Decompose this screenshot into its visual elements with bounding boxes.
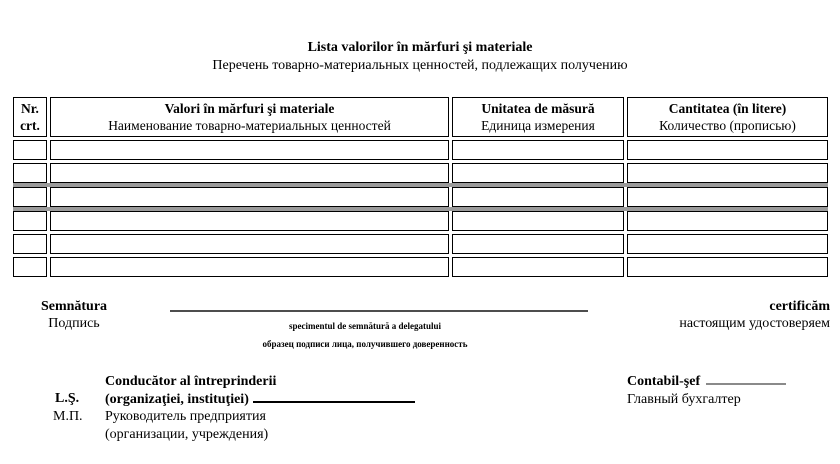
column-header-line-ru: Количество (прописью): [659, 118, 796, 133]
column-header-unit: Unitatea de măsură Единица измерения: [452, 97, 624, 137]
goods-table: Nr. crt. Valori în mărfuri şi materiale …: [13, 97, 828, 280]
column-header-line-ru: Наименование товарно-материальных ценнос…: [108, 118, 391, 133]
column-header-line-ro: Nr.: [21, 101, 39, 116]
table-cell-empty: [50, 163, 449, 183]
manager-title-ro-line2-row: (organizaţiei, instituţiei): [105, 391, 415, 409]
column-header-line-ro: Valori în mărfuri şi materiale: [164, 101, 335, 116]
manager-title-ro-line2: (organizaţiei, instituţiei): [105, 391, 249, 407]
table-cell-empty: [50, 140, 449, 160]
manager-title-ru-line1: Руководитель предприятия: [105, 409, 266, 424]
accountant-title-ru: Главный бухгалтер: [627, 391, 741, 407]
form-title-ro: Lista valorilor în mărfuri şi materiale: [307, 40, 533, 55]
manager-title-ro-line1: Conducător al întreprinderii: [105, 374, 277, 389]
table-cell-empty: [13, 187, 47, 207]
table-cell-empty: [13, 140, 47, 160]
table-cell-empty: [627, 257, 828, 277]
table-row: [13, 140, 828, 160]
table-cell-empty: [627, 211, 828, 231]
seal-label-ro: L.Ş.: [55, 391, 80, 406]
table-header-row: Nr. crt. Valori în mărfuri şi materiale …: [13, 97, 828, 137]
manager-signature-block: Conducător al întreprinderii (organizaţi…: [105, 373, 415, 443]
gray-separator: [13, 183, 828, 187]
column-header-goods: Valori în mărfuri şi materiale Наименова…: [50, 97, 449, 137]
gray-separator: [13, 207, 828, 211]
table-cell-empty: [50, 257, 449, 277]
signature-line: [170, 310, 588, 312]
column-header-quantity: Cantitatea (în litere) Количество (пропи…: [627, 97, 828, 137]
table-row: [13, 163, 828, 183]
table-cell-empty: [13, 211, 47, 231]
signature-label: Semnătura Подпись: [16, 298, 132, 332]
goods-table-body: [13, 140, 828, 277]
column-header-line-ro: Unitatea de măsură: [481, 101, 595, 116]
signature-label-ru: Подпись: [48, 316, 100, 331]
table-cell-empty: [13, 163, 47, 183]
certify-block: certificăm настоящим удостоверяем: [679, 298, 830, 332]
table-row: [13, 211, 828, 231]
table-cell-empty: [50, 211, 449, 231]
certify-ru: настоящим удостоверяем: [679, 316, 830, 331]
column-header-line-ru: Единица измерения: [481, 118, 595, 133]
column-header-line-ru: crt.: [20, 118, 40, 133]
signature-label-ro: Semnătura: [40, 299, 108, 314]
column-header-nr-crt: Nr. crt.: [13, 97, 47, 137]
table-row: [13, 234, 828, 254]
table-cell-empty: [13, 234, 47, 254]
table-cell-empty: [627, 163, 828, 183]
table-row: [13, 187, 828, 207]
table-cell-empty: [452, 163, 624, 183]
table-cell-empty: [452, 187, 624, 207]
table-cell-empty: [452, 140, 624, 160]
table-cell-empty: [50, 187, 449, 207]
column-header-line-ro: Cantitatea (în litere): [668, 101, 787, 116]
manager-signature-blank: [252, 400, 415, 403]
table-cell-empty: [627, 187, 828, 207]
signature-caption-ro: specimentul de semnătură a delegatului: [289, 321, 441, 331]
accountant-title-row: Contabil-şef: [627, 373, 787, 391]
accountant-title-ro: Contabil-şef: [627, 374, 701, 389]
table-cell-empty: [627, 234, 828, 254]
accountant-signature-blank: [706, 383, 787, 385]
table-cell-empty: [627, 140, 828, 160]
signature-caption-ru: образец подписи лица, получившего довере…: [262, 339, 468, 349]
table-cell-empty: [452, 211, 624, 231]
certify-ro: certificăm: [769, 299, 830, 314]
table-cell-empty: [452, 234, 624, 254]
table-cell-empty: [50, 234, 449, 254]
form-title-ru: Перечень товарно-материальных ценностей,…: [212, 58, 628, 73]
table-row: [13, 257, 828, 277]
table-cell-empty: [452, 257, 624, 277]
accountant-signature-block: Contabil-şef Главный бухгалтер: [627, 373, 787, 408]
seal-label-ru: М.П.: [53, 409, 83, 424]
table-cell-empty: [13, 257, 47, 277]
manager-title-ru-line2: (организации, учреждения): [105, 426, 269, 442]
